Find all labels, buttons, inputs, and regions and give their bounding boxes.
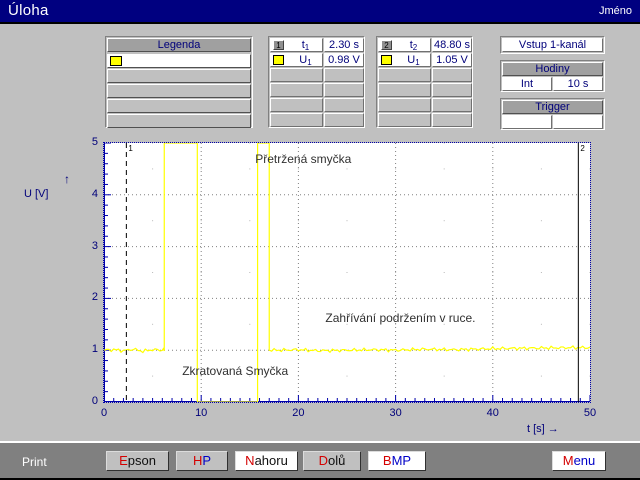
toolbar-button-bmp[interactable]: BMP bbox=[368, 451, 426, 471]
cursor1-time-value: 2.30 s bbox=[324, 38, 364, 52]
button-label-initial: E bbox=[119, 453, 128, 468]
button-label-rest: pson bbox=[127, 453, 156, 468]
y-axis-tick-label: 5 bbox=[91, 136, 98, 148]
title-bar: Úloha Jméno bbox=[0, 0, 640, 22]
cursor1-empty-cell bbox=[324, 83, 364, 97]
legend-row[interactable] bbox=[107, 54, 251, 68]
cursor2-volt-label: U1 bbox=[407, 54, 420, 67]
x-axis-tick-label: 40 bbox=[486, 407, 499, 419]
cursor-marker-label[interactable]: 2 bbox=[580, 144, 585, 153]
button-label-rest: olů bbox=[328, 453, 346, 468]
cursor2-empty-cell bbox=[432, 113, 472, 127]
cursor2-time-value: 48.80 s bbox=[432, 38, 472, 52]
button-label-rest: P bbox=[202, 453, 212, 468]
clock-mode-value[interactable]: Int bbox=[502, 77, 552, 91]
y-axis-tick-label: 0 bbox=[91, 395, 98, 407]
cursor1-empty-cell bbox=[324, 113, 364, 127]
window-title: Úloha bbox=[8, 2, 49, 19]
button-label-initial: H bbox=[192, 453, 203, 468]
cursor2-empty-cell bbox=[378, 68, 431, 82]
x-axis-label: t [s] → bbox=[527, 423, 559, 435]
input-channel-panel[interactable]: Vstup 1-kanál bbox=[500, 36, 605, 54]
x-axis-tick-label: 20 bbox=[292, 407, 305, 419]
clock-panel: Hodiny Int 10 s bbox=[500, 60, 605, 92]
cursor2-color-swatch bbox=[381, 55, 392, 65]
button-label-rest: enu bbox=[573, 453, 596, 468]
trigger-left-value[interactable] bbox=[502, 115, 552, 129]
chart-annotation: Přetržená smyčka bbox=[255, 151, 352, 166]
toolbar-button-epson[interactable]: Epson bbox=[106, 451, 169, 471]
toolbar-button-nahoru[interactable]: Nahoru bbox=[235, 451, 298, 471]
button-label-initial: N bbox=[245, 453, 255, 468]
cursor2-volt-label-cell: U1 bbox=[378, 53, 431, 67]
cursor2-time-label-cell: 2 t2 bbox=[378, 38, 431, 52]
trigger-panel: Trigger bbox=[500, 98, 605, 130]
y-axis-tick-label: 1 bbox=[91, 343, 98, 356]
legend-row[interactable] bbox=[107, 69, 251, 83]
cursor1-empty-cell bbox=[324, 68, 364, 82]
cursor2-empty-cell bbox=[378, 83, 431, 97]
x-axis-tick-label: 0 bbox=[100, 407, 108, 419]
trigger-header: Trigger bbox=[502, 100, 603, 114]
cursor2-empty-cell bbox=[378, 113, 431, 127]
cursor2-time-label: t2 bbox=[409, 39, 418, 52]
cursor1-empty-cell bbox=[270, 83, 323, 97]
cursor2-badge: 2 bbox=[381, 40, 392, 50]
legend-panel: Legenda bbox=[105, 36, 253, 128]
y-axis-label: U [V] bbox=[24, 188, 49, 200]
cursor2-readout-table: 2 t2 48.80 s U1 1.05 V bbox=[376, 36, 473, 128]
cursor2-empty-cell bbox=[432, 98, 472, 112]
button-label-rest: MP bbox=[391, 453, 412, 468]
cursor2-empty-cell bbox=[432, 68, 472, 82]
legend-header: Legenda bbox=[107, 38, 251, 52]
y-axis-tick-label: 2 bbox=[91, 291, 98, 304]
cursor1-time-label-cell: 1 t1 bbox=[270, 38, 323, 52]
cursor1-empty-cell bbox=[270, 113, 323, 127]
y-axis-tick-label: 3 bbox=[91, 239, 98, 252]
title-divider bbox=[0, 22, 640, 24]
chart-svg bbox=[104, 143, 590, 402]
cursor1-badge: 1 bbox=[273, 40, 284, 50]
cursor1-empty-cell bbox=[324, 98, 364, 112]
toolbar-button-dolu[interactable]: Dolů bbox=[303, 451, 361, 471]
y-axis-arrow-icon: ↑ bbox=[64, 172, 70, 186]
legend-row[interactable] bbox=[107, 114, 251, 128]
user-name-label: Jméno bbox=[598, 5, 632, 17]
cursor2-volt-value: 1.05 V bbox=[432, 53, 472, 67]
cursor1-volt-label: U1 bbox=[299, 54, 312, 67]
y-axis-tick-label: 4 bbox=[91, 187, 98, 200]
button-label-initial: D bbox=[318, 453, 329, 468]
print-label: Print bbox=[22, 455, 47, 469]
cursor1-empty-cell bbox=[270, 68, 323, 82]
cursor-marker-label[interactable]: 1 bbox=[128, 144, 133, 153]
cursor1-volt-value: 0.98 V bbox=[324, 53, 364, 67]
button-label-rest: ahoru bbox=[254, 453, 288, 468]
chart-annotation: Zahřívání podržením v ruce. bbox=[325, 311, 476, 326]
cursor2-empty-cell bbox=[378, 98, 431, 112]
x-axis-tick-label: 50 bbox=[583, 407, 597, 419]
cursor1-time-label: t1 bbox=[301, 39, 310, 52]
toolbar-divider bbox=[0, 441, 640, 443]
input-channel-label[interactable]: Vstup 1-kanál bbox=[502, 38, 603, 52]
legend-color-swatch[interactable] bbox=[110, 56, 122, 66]
legend-row[interactable] bbox=[107, 99, 251, 113]
toolbar-button-menu[interactable]: Menu bbox=[552, 451, 606, 471]
cursor1-readout-table: 1 t1 2.30 s U1 0.98 V bbox=[268, 36, 365, 128]
cursor1-color-swatch bbox=[273, 55, 284, 65]
cursor2-empty-cell bbox=[432, 83, 472, 97]
button-label-initial: B bbox=[382, 453, 392, 468]
clock-header: Hodiny bbox=[502, 62, 603, 76]
button-label-initial: M bbox=[562, 453, 574, 468]
cursor1-empty-cell bbox=[270, 98, 323, 112]
x-axis-tick-label: 10 bbox=[195, 407, 208, 419]
cursor1-volt-label-cell: U1 bbox=[270, 53, 323, 67]
x-axis-tick-label: 30 bbox=[389, 407, 402, 419]
clock-interval-value[interactable]: 10 s bbox=[553, 77, 603, 91]
trigger-right-value[interactable] bbox=[553, 115, 603, 129]
chart-plot-area[interactable] bbox=[104, 143, 590, 402]
toolbar-button-hp[interactable]: HP bbox=[176, 451, 228, 471]
legend-row[interactable] bbox=[107, 84, 251, 98]
chart-annotation: Zkratovaná Smyčka bbox=[182, 364, 289, 379]
